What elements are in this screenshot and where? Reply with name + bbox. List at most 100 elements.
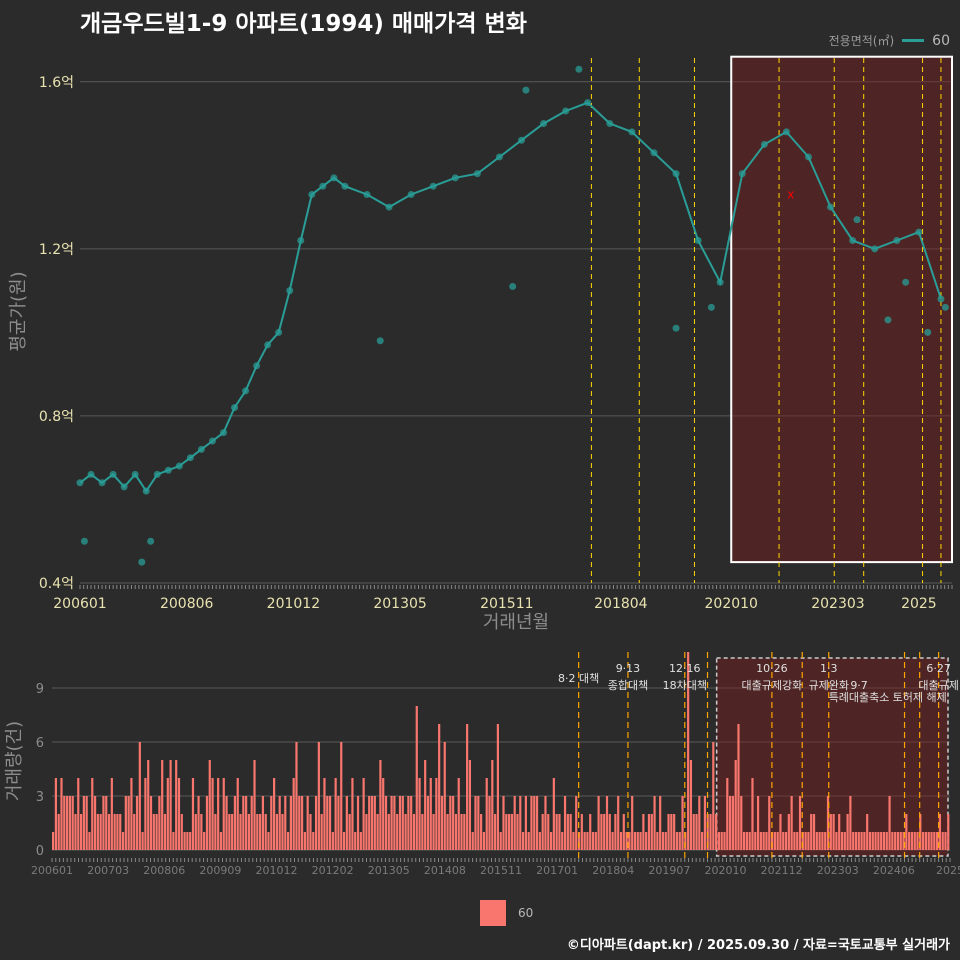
price-line [79,101,942,493]
price-point [376,337,384,345]
volume-bar [488,796,491,850]
price-point [694,236,702,244]
policy-label: 10·26 [756,662,788,675]
volume-bar [521,832,525,850]
volume-bar [544,796,547,850]
volume-bar [155,814,158,850]
volume-bar [622,814,625,850]
volume-bar [908,832,911,850]
volume-bar [149,796,153,850]
volume-bar [905,814,908,850]
volume-bar [936,832,939,850]
volume-bar [158,796,161,850]
volume-bar [577,832,581,850]
volume-bar [586,832,589,850]
volume-bar [580,814,583,850]
chart-title: 개금우드빌1-9 아파트(1994) 매매가격 변화 [80,11,527,37]
volume-bar [670,814,673,850]
price-point [915,228,923,236]
volume-bar [765,832,768,850]
volume-bar [535,796,539,850]
volume-bar [938,814,942,850]
volume-bar [505,814,508,850]
volume-bar [273,778,276,850]
volume-bar [135,796,139,850]
volume-bar [947,814,950,850]
price-point [253,362,261,370]
volume-bar [902,832,905,850]
volume-bar [628,832,631,850]
volume-bar [689,760,693,850]
policy-label: 6·27 [926,662,951,675]
volume-bar [751,778,754,850]
volume-bar [776,832,779,850]
volume-bar [390,796,393,850]
legend-volume: 60 [480,900,533,926]
volume-bar [107,814,111,850]
volume-bar [681,796,684,850]
volume-bar [603,814,606,850]
volume-bar [463,814,466,850]
x-tick-label-bottom: 201511 [480,864,522,877]
price-point [738,170,746,178]
volume-bar [429,778,432,850]
x-tick-label-bottom: 202112 [761,864,803,877]
volume-bar [927,832,930,850]
volume-bar [507,814,511,850]
x-tick-label-bottom: 202406 [873,864,915,877]
volume-bar [678,832,681,850]
volume-bar [555,814,558,850]
volume-bar [396,814,399,850]
price-point [849,236,857,244]
volume-bar [922,832,925,850]
policy-label: 18차대책 [663,679,707,692]
volume-bar [910,832,914,850]
volume-bar [673,814,676,850]
volume-bar [421,814,424,850]
price-point [319,182,327,190]
price-point [924,328,932,336]
volume-bar [605,796,609,850]
volume-bar [787,814,790,850]
price-point [650,149,658,157]
volume-bar [284,796,287,850]
volume-bar [169,760,172,850]
volume-bar [572,832,575,850]
price-point [827,203,835,211]
volume-bar [370,796,374,850]
x-tick-label-bottom: 200806 [143,864,185,877]
volume-bar [239,814,242,850]
volume-bar [264,814,267,850]
volume-bar [779,814,782,850]
volume-bar [384,796,388,850]
volume-bar [762,832,765,850]
volume-bar [314,796,318,850]
price-point [937,295,945,303]
volume-bar [259,814,262,850]
volume-bar [110,778,113,850]
volume-bar [231,814,234,850]
policy-label: 종합대책 [608,679,648,692]
price-point [518,136,526,144]
volume-bar [435,778,438,850]
volume-bar [502,796,505,850]
volume-bar [82,796,85,850]
volume-bar [127,796,130,850]
volume-bar [130,778,133,850]
volume-bar [527,832,530,850]
volume-bar [538,832,541,850]
volume-bar [807,832,810,850]
volume-bar [393,796,396,850]
volume-bar [633,832,637,850]
volume-bar [415,706,418,850]
price-point [473,170,481,178]
volume-bar [191,778,195,850]
volume-bar [675,832,679,850]
highlight-box-bottom [715,657,949,857]
volume-bar [784,832,788,850]
x-tick-label-bottom: 202303 [817,864,859,877]
volume-bar [793,832,796,850]
volume-bar [138,742,141,850]
x-tick-label-top: 200601 [53,596,106,612]
volume-bar [477,796,480,850]
